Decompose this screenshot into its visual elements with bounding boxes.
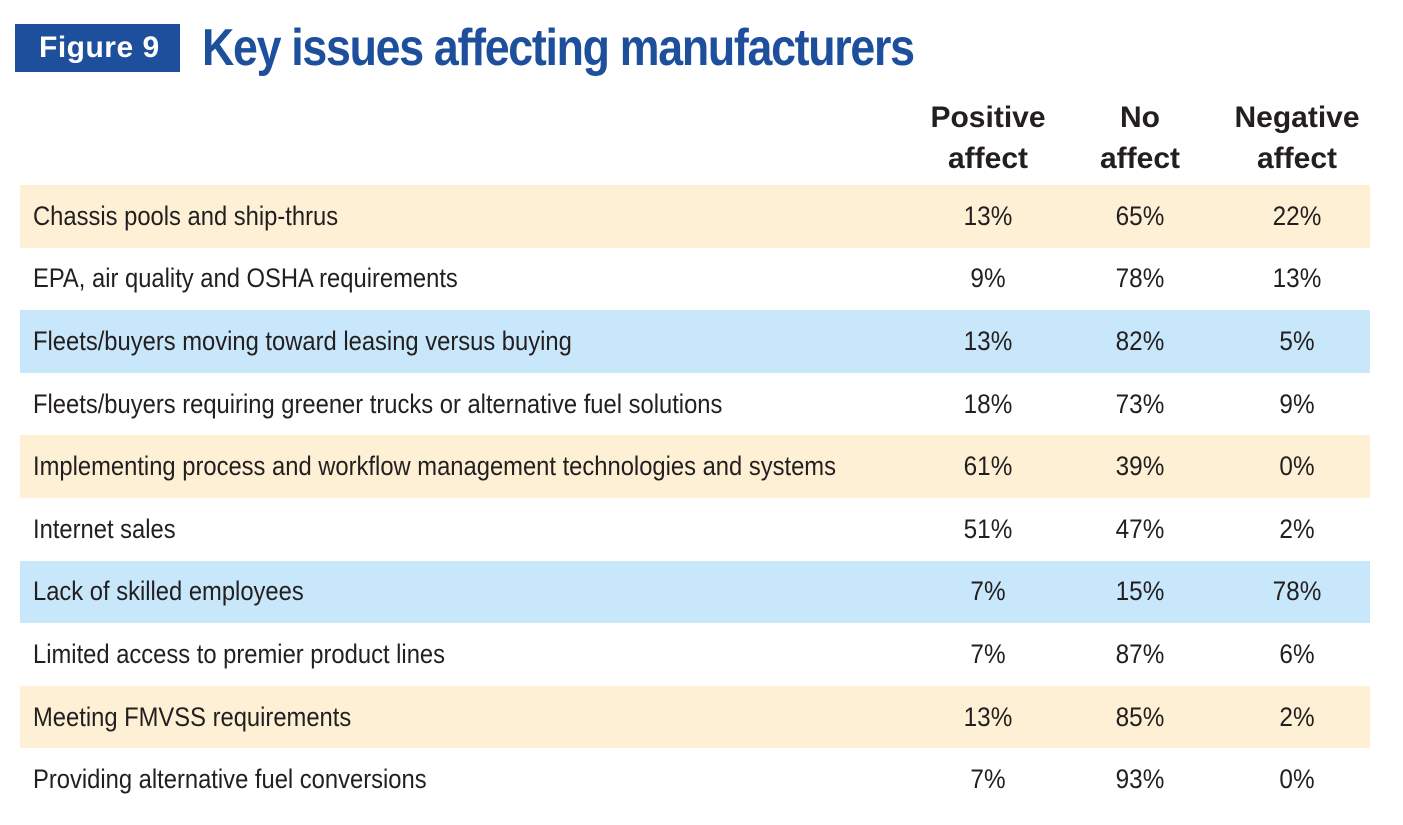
value-cell-3: 6% xyxy=(1279,638,1315,669)
table-row: Providing alternative fuel conversions 7%… xyxy=(20,748,1370,811)
row-label: EPA, air quality and OSHA requirements xyxy=(33,263,458,294)
column-header-2: No affect xyxy=(1099,101,1181,175)
table-row: Limited access to premier product lines 7… xyxy=(20,623,1370,686)
table-row: EPA, air quality and OSHA requirements 9%… xyxy=(20,247,1370,311)
value-cell-2: 85% xyxy=(1115,701,1165,732)
row-label: Chassis pools and ship-thrus xyxy=(33,200,339,231)
value-cell-3: 5% xyxy=(1279,325,1315,356)
value-cell-3: 2% xyxy=(1279,513,1315,544)
value-cell-3: 22% xyxy=(1272,200,1322,231)
value-cell-2: 15% xyxy=(1115,576,1165,607)
value-cell-2: 47% xyxy=(1115,513,1165,544)
row-label: Providing alternative fuel conversions xyxy=(33,764,427,795)
value-cell-3: 2% xyxy=(1279,701,1315,732)
table-row: Fleets/buyers requiring greener trucks o… xyxy=(20,372,1370,436)
table-row: Implementing process and workflow manage… xyxy=(20,435,1370,498)
value-cell-3: 0% xyxy=(1279,451,1315,482)
value-cell-2: 78% xyxy=(1115,263,1165,294)
value-cell-1: 7% xyxy=(970,576,1006,607)
row-label: Fleets/buyers requiring greener trucks o… xyxy=(33,388,723,419)
value-cell-2: 82% xyxy=(1115,325,1165,356)
value-cell-1: 51% xyxy=(963,513,1013,544)
table-row: Fleets/buyers moving toward leasing vers… xyxy=(20,310,1370,373)
column-header-3: Negative affect xyxy=(1234,101,1360,175)
table-row: Lack of skilled employees 7% 15% 78% xyxy=(20,560,1370,624)
value-cell-1: 18% xyxy=(963,388,1013,419)
value-cell-1: 13% xyxy=(963,200,1013,231)
value-cell-3: 13% xyxy=(1272,263,1322,294)
row-label: Fleets/buyers moving toward leasing vers… xyxy=(33,325,572,356)
value-cell-2: 39% xyxy=(1115,451,1165,482)
value-cell-2: 65% xyxy=(1115,200,1165,231)
value-cell-1: 61% xyxy=(963,451,1013,482)
figure-badge: Figure 9 xyxy=(15,24,180,72)
row-label: Limited access to premier product lines xyxy=(33,638,446,669)
value-cell-3: 9% xyxy=(1279,388,1315,419)
value-cell-1: 7% xyxy=(970,638,1006,669)
row-label: Meeting FMVSS requirements xyxy=(33,701,352,732)
row-label: Lack of skilled employees xyxy=(33,576,304,607)
figure-title: Key issues affecting manufacturers xyxy=(201,19,915,77)
value-cell-2: 93% xyxy=(1115,764,1165,795)
value-cell-3: 0% xyxy=(1279,764,1315,795)
data-table: Chassis pools and ship-thrus 13% 65% 22% EPA… xyxy=(20,185,1370,811)
column-headers: Positive affect No affect Negative affect xyxy=(20,97,1370,181)
row-label: Internet sales xyxy=(33,513,176,544)
table-row: Internet sales 51% 47% 2% xyxy=(20,497,1370,561)
value-cell-1: 7% xyxy=(970,764,1006,795)
value-cell-2: 73% xyxy=(1115,388,1165,419)
value-cell-1: 9% xyxy=(970,263,1006,294)
value-cell-3: 78% xyxy=(1272,576,1322,607)
column-header-1: Positive affect xyxy=(930,101,1046,175)
value-cell-2: 87% xyxy=(1115,638,1165,669)
table-row: Chassis pools and ship-thrus 13% 65% 22% xyxy=(20,185,1370,248)
value-cell-1: 13% xyxy=(963,701,1013,732)
row-label: Implementing process and workflow manage… xyxy=(33,451,836,482)
table-row: Meeting FMVSS requirements 13% 85% 2% xyxy=(20,685,1370,749)
figure-header: Figure 9 Key issues affecting manufactur… xyxy=(15,18,1029,78)
value-cell-1: 13% xyxy=(963,325,1013,356)
